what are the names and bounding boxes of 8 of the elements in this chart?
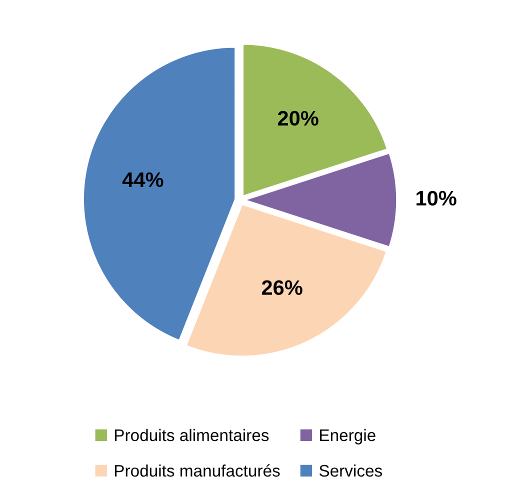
legend-label: Energie — [320, 428, 376, 444]
legend-label: Produits alimentaires — [114, 428, 269, 442]
legend-label: Produits manufacturés — [114, 464, 280, 477]
data-label: 20% — [278, 110, 318, 126]
legend-label: Services — [319, 464, 382, 477]
data-label: 10% — [416, 190, 456, 206]
data-label: 26% — [262, 280, 302, 295]
data-label: 44% — [122, 172, 164, 188]
